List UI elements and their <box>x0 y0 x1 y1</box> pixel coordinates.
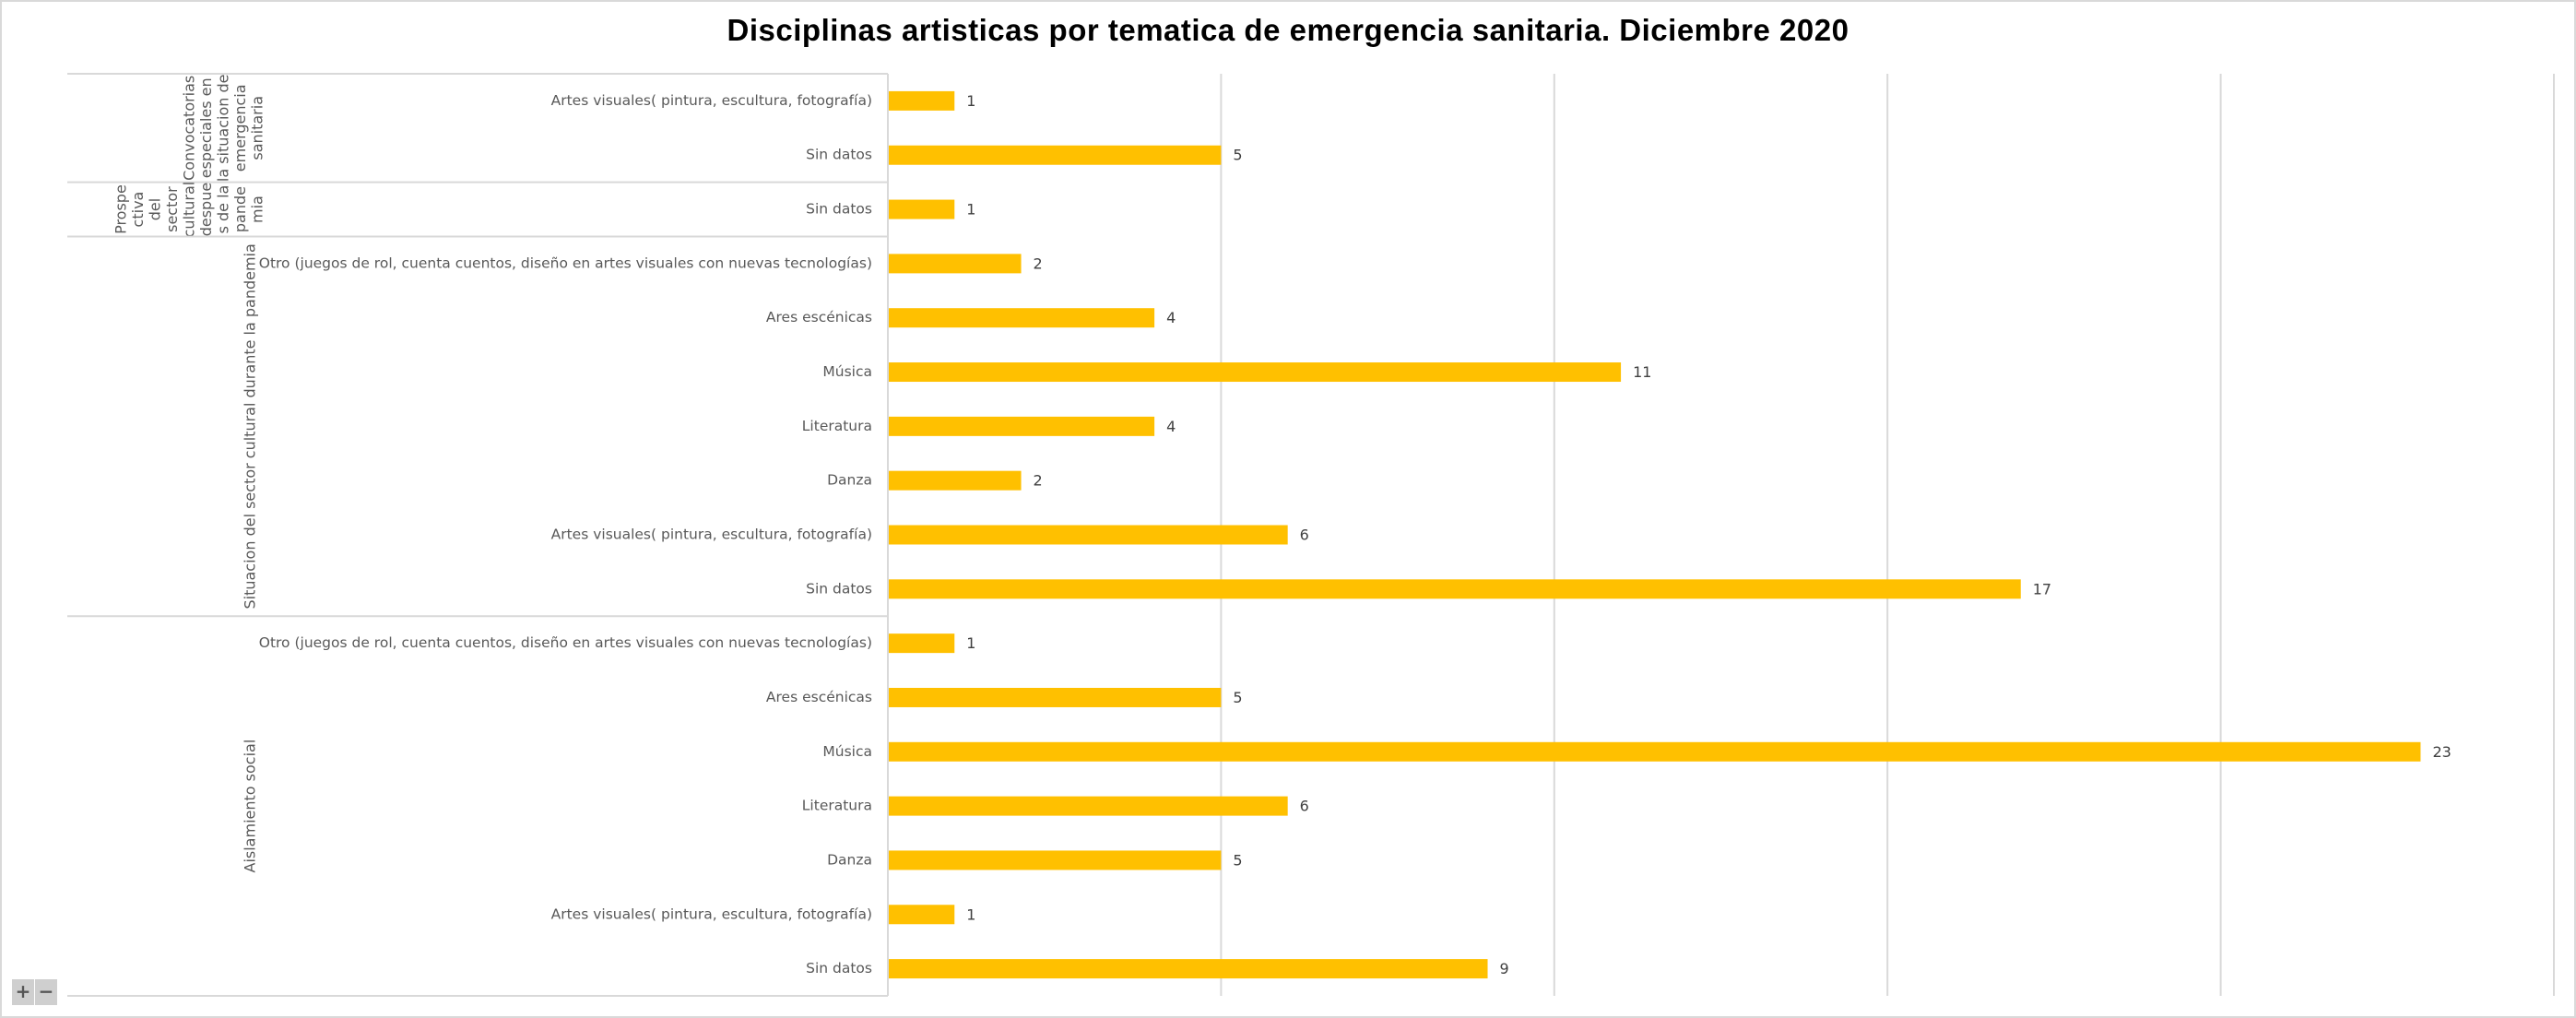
category-label: Danza <box>827 851 872 868</box>
data-label: 23 <box>2432 743 2451 761</box>
category-label: Ares escénicas <box>766 689 872 705</box>
bar <box>889 416 1155 436</box>
bar <box>889 254 1022 274</box>
bar <box>889 470 1022 491</box>
data-label: 4 <box>1166 309 1176 326</box>
group-label-line: s de la <box>215 185 232 234</box>
bar <box>889 796 1288 816</box>
bar <box>889 362 1622 383</box>
bar <box>889 687 1222 707</box>
group-label: Aislamiento social <box>242 740 259 873</box>
category-label: Música <box>822 743 872 760</box>
group-label-line: especiales en <box>197 77 215 178</box>
data-label: 5 <box>1233 851 1242 869</box>
bar <box>889 741 2421 762</box>
bar <box>889 579 2021 599</box>
bar <box>889 145 1222 165</box>
data-label: 1 <box>966 92 975 110</box>
data-label: 1 <box>966 201 975 219</box>
category-label: Artes visuales( pintura, escultura, foto… <box>551 906 872 922</box>
zoom-controls: + − <box>12 979 57 1005</box>
category-label: Sin datos <box>806 147 872 163</box>
group-label-line: la situacion de <box>215 75 232 183</box>
data-label: 6 <box>1300 527 1309 544</box>
group-label-line: ctiva <box>129 192 147 228</box>
bar <box>889 90 955 111</box>
data-label: 2 <box>1034 254 1043 272</box>
group-label-line: pande <box>231 186 249 232</box>
bar <box>889 959 1488 979</box>
category-label: Música <box>822 363 872 380</box>
data-label: 6 <box>1300 798 1309 815</box>
category-label: Sin datos <box>806 201 872 218</box>
group-label-line: Prospe <box>112 184 130 234</box>
group-label-line: Convocatorias <box>181 76 198 181</box>
category-label: Literatura <box>802 798 872 814</box>
data-label: 2 <box>1034 472 1043 490</box>
data-label: 5 <box>1233 689 1242 706</box>
category-label: Sin datos <box>806 960 872 977</box>
data-label: 5 <box>1233 147 1242 164</box>
group-label-line: sanitaria <box>249 96 266 160</box>
category-label: Literatura <box>802 418 872 434</box>
data-label: 4 <box>1166 418 1176 435</box>
group-label-line: mia <box>249 195 266 223</box>
group-label-line: despue <box>197 183 215 236</box>
category-label: Artes visuales( pintura, escultura, foto… <box>551 92 872 109</box>
category-label: Otro (juegos de rol, cuenta cuentos, dis… <box>259 254 872 271</box>
category-label: Ares escénicas <box>766 309 872 326</box>
zoom-in-button[interactable]: + <box>12 979 34 1005</box>
group-label-line: del <box>147 198 164 220</box>
group-label: Situacion del sector cultural durante la… <box>242 243 259 609</box>
bar <box>889 633 955 654</box>
category-label: Sin datos <box>806 580 872 597</box>
bar <box>889 199 955 219</box>
bar <box>889 525 1288 545</box>
chart-title: Disciplinas artisticas por tematica de e… <box>727 13 1849 47</box>
data-label: 1 <box>966 634 975 652</box>
zoom-out-button[interactable]: − <box>35 979 57 1005</box>
data-label: 1 <box>966 906 975 923</box>
category-label: Danza <box>827 472 872 489</box>
bar <box>889 308 1155 328</box>
group-label-line: emergencia <box>231 84 249 172</box>
bar <box>889 905 955 925</box>
group-label-line: cultural <box>181 182 198 238</box>
data-label: 9 <box>1500 960 1509 977</box>
category-label: Artes visuales( pintura, escultura, foto… <box>551 527 872 543</box>
bar <box>889 850 1222 870</box>
group-label-line: sector <box>163 186 181 232</box>
data-label: 11 <box>1633 363 1651 381</box>
category-label: Otro (juegos de rol, cuenta cuentos, dis… <box>259 634 872 651</box>
data-label: 17 <box>2033 580 2051 598</box>
